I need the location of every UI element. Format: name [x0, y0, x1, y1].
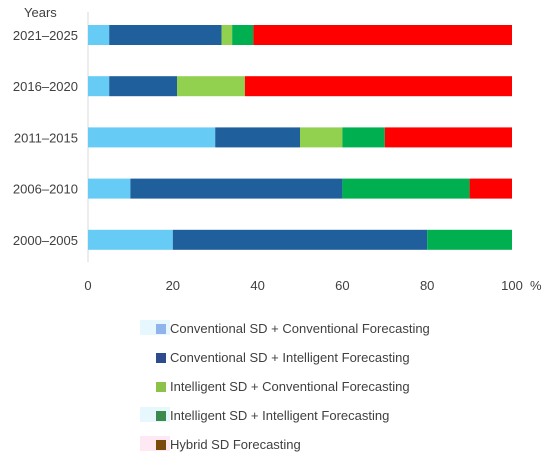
bar-segment-1-2	[177, 76, 245, 97]
legend-label: Intelligent SD + Conventional Forecastin…	[170, 379, 410, 394]
bar-segment-3-1	[130, 178, 343, 199]
bar-segment-0-3	[232, 25, 254, 45]
legend-item: Intelligent SD + Conventional Forecastin…	[140, 372, 540, 401]
category-label: 2006–2010	[13, 182, 78, 197]
bar-segment-0-2	[221, 25, 233, 45]
legend-label: Intelligent SD + Intelligent Forecasting	[170, 408, 390, 423]
legend-swatch	[156, 410, 166, 421]
x-tick-labels-group: 0 20 40 60 80 100	[84, 278, 522, 293]
bar-segment-2-4	[384, 127, 512, 148]
x-tick-label: 40	[250, 278, 264, 293]
legend-swatch	[156, 439, 166, 450]
x-tick-label: 20	[166, 278, 180, 293]
bar-segment-3-3	[342, 178, 470, 199]
bar-segment-1-4	[244, 76, 512, 97]
legend-swatch	[156, 381, 166, 392]
legend-item: Intelligent SD + Intelligent Forecasting	[140, 401, 540, 430]
bar-segment-2-0	[88, 127, 216, 148]
legend-swatch	[156, 323, 166, 334]
bars-group	[88, 25, 513, 250]
legend-label: Hybrid SD Forecasting	[170, 437, 301, 452]
legend-label: Conventional SD + Conventional Forecasti…	[170, 321, 430, 336]
stacked-bar-chart: Years 2021–2025 2016–2020 2011–2015 2006–20…	[13, 5, 542, 293]
bar-segment-1-0	[88, 76, 110, 97]
bar-segment-4-3	[427, 229, 512, 250]
bar-segment-4-1	[172, 229, 428, 250]
legend-item: Hybrid SD Forecasting	[140, 430, 540, 459]
bar-segment-0-1	[109, 25, 222, 45]
legend-swatch	[156, 352, 166, 363]
y-axis-title: Years	[24, 5, 57, 20]
category-label: 2021–2025	[13, 28, 78, 43]
x-tick-label: 100	[501, 278, 523, 293]
category-label: 2016–2020	[13, 79, 78, 94]
category-label: 2000–2005	[13, 233, 78, 248]
bar-segment-3-0	[88, 178, 131, 199]
legend-item: Conventional SD + Conventional Forecasti…	[140, 314, 540, 343]
bar-segment-3-4	[469, 178, 512, 199]
legend: Conventional SD + Conventional Forecasti…	[140, 314, 540, 459]
bar-segment-0-0	[88, 25, 110, 45]
bar-segment-4-0	[88, 229, 173, 250]
x-axis-title: %	[530, 278, 542, 293]
x-tick-label: 60	[335, 278, 349, 293]
legend-label: Conventional SD + Intelligent Forecastin…	[170, 350, 410, 365]
bar-segment-2-1	[215, 127, 300, 148]
category-labels-group: 2021–2025 2016–2020 2011–2015 2006–2010 2000…	[13, 28, 78, 248]
x-tick-label: 0	[84, 278, 91, 293]
bar-segment-2-2	[300, 127, 343, 148]
bar-segment-1-1	[109, 76, 178, 97]
bar-segment-2-3	[342, 127, 385, 148]
x-tick-label: 80	[420, 278, 434, 293]
legend-item: Conventional SD + Intelligent Forecastin…	[140, 343, 540, 372]
bar-segment-0-4	[253, 25, 513, 45]
category-label: 2011–2015	[14, 130, 78, 145]
